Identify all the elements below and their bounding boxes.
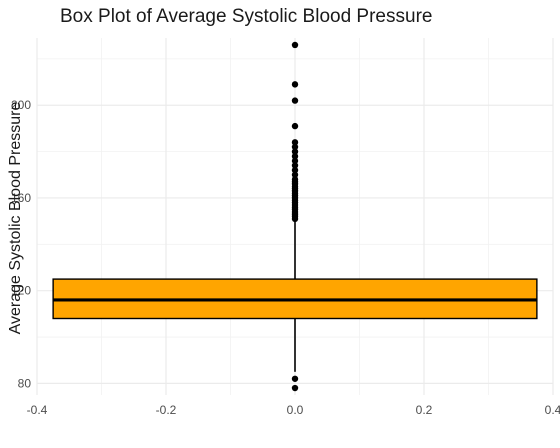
x-tick-label: 0.2 (416, 403, 433, 417)
x-tick-label: -0.2 (156, 403, 177, 417)
y-tick-label: 120 (11, 284, 31, 298)
outlier-point (291, 41, 299, 49)
outlier-point (291, 143, 299, 151)
outlier-point (291, 153, 299, 160)
y-tick-label: 80 (18, 376, 32, 390)
y-tick-label: 200 (11, 98, 31, 112)
x-axis-ticks: -0.4 -0.2 0.0 0.2 0.4 (27, 403, 560, 417)
outlier-point (291, 171, 299, 178)
outlier-point (291, 148, 299, 155)
outlier-point (291, 81, 299, 88)
box-plot-layer (52, 218, 538, 372)
outlier-point (291, 157, 299, 165)
y-tick-label: 160 (11, 191, 31, 205)
chart-title: Box Plot of Average Systolic Blood Press… (60, 6, 433, 27)
outlier-point (291, 375, 299, 382)
outlier-point (291, 122, 299, 130)
outlier-points (291, 41, 299, 392)
outlier-point (291, 139, 299, 146)
outlier-point (291, 176, 299, 183)
x-tick-label: 0.0 (287, 403, 304, 417)
y-axis-title: Average Systolic Blood Pressure (7, 102, 24, 335)
outlier-point (291, 97, 299, 104)
outlier-point (291, 166, 299, 174)
outlier-point (291, 384, 299, 392)
y-axis-ticks: 80 120 160 200 (11, 98, 31, 390)
outlier-point (291, 162, 299, 169)
x-tick-label: -0.4 (27, 403, 48, 417)
x-tick-label: 0.4 (545, 403, 560, 417)
